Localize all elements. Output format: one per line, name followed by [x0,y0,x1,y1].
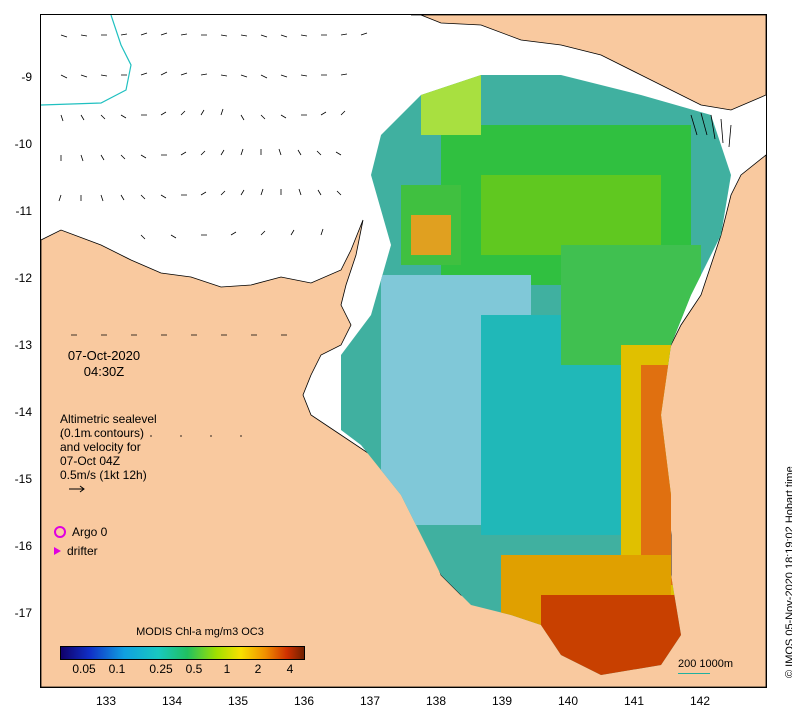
date-text: 07-Oct-2020 [67,348,141,363]
y-tick-label: -15 [14,472,32,486]
time-text: 04:30Z [83,364,125,379]
x-tick-label: 142 [689,694,711,708]
x-tick-label: 141 [623,694,645,708]
colorbar-tick: 0.05 [72,662,96,676]
y-tick-label: -17 [14,606,32,620]
x-tick-label: 138 [425,694,447,708]
legend-argo: Argo 0 [54,525,107,539]
info-line: and velocity for [60,440,141,454]
colorbar-tick: 0.25 [149,662,173,676]
chlorophyll-swath [341,75,731,675]
colorbar-tick: 1 [223,662,231,676]
land-north [411,15,766,111]
y-tick-label: -12 [14,271,32,285]
legend-argo-label: Argo 0 [72,525,108,539]
info-line: 0.5m/s (1kt 12h) [60,468,147,482]
legend-drifter-label: drifter [67,544,98,558]
drifter-triangle-icon [54,547,61,555]
argo-circle-icon [54,526,66,538]
colorbar-tick: 0.1 [108,662,126,676]
credit-text: © IMOS 05-Nov-2020 18:19:02 Hobart time [784,466,792,678]
x-tick-label: 137 [359,694,381,708]
reference-arrow-icon [69,485,85,493]
info-line: Altimetric sealevel [60,412,157,426]
map-plot-area [40,14,767,688]
y-tick-label: -13 [14,338,32,352]
colorbar-tick: 4 [286,662,294,676]
y-tick-label: -11 [15,204,32,218]
scale-label: 200 1000m [678,658,734,670]
colorbar-title: MODIS Chl-a mg/m3 OC3 [136,626,264,638]
colorbar-tick: 2 [254,662,262,676]
y-tick-label: -9 [21,70,32,84]
colorbar [60,646,305,660]
x-tick-label: 140 [557,694,579,708]
y-tick-label: -10 [14,137,32,151]
shelf-contour [41,15,132,106]
legend-drifter: drifter [54,544,98,558]
velocity-info: Altimetric sealevel (0.1m contours) and … [60,412,170,496]
map-canvas [41,15,766,687]
colorbar-tick: 0.5 [185,662,203,676]
x-tick-label: 134 [161,694,183,708]
x-tick-label: 139 [491,694,513,708]
velocity-field [58,32,732,437]
observation-date: 07-Oct-2020 04:30Z [60,348,148,380]
info-line: (0.1m contours) [60,426,145,440]
scale-bar [678,673,710,674]
x-tick-label: 135 [227,694,249,708]
x-tick-label: 133 [95,694,117,708]
y-tick-label: -16 [14,539,32,553]
info-line: 07-Oct 04Z [60,454,121,468]
x-tick-label: 136 [293,694,315,708]
y-tick-label: -14 [14,405,32,419]
